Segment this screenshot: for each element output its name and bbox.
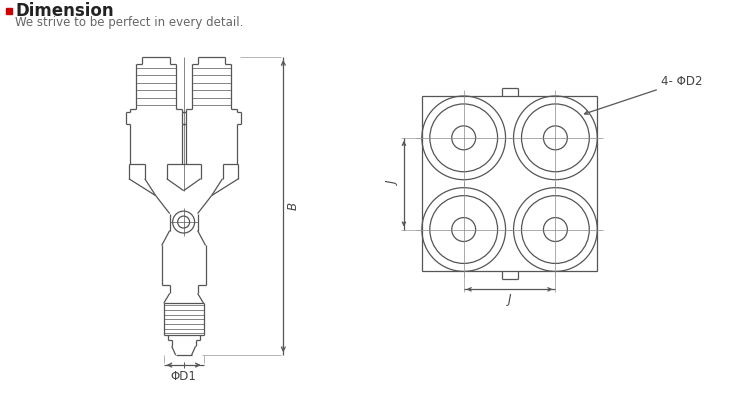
- Text: We strive to be perfect in every detail.: We strive to be perfect in every detail.: [15, 16, 244, 29]
- Bar: [422, 96, 597, 272]
- Text: ΦD1: ΦD1: [171, 370, 196, 383]
- Text: 4- ΦD2: 4- ΦD2: [661, 75, 703, 88]
- Text: Dimension: Dimension: [15, 2, 114, 20]
- Text: J: J: [387, 182, 400, 185]
- Text: J: J: [508, 293, 512, 306]
- Text: B: B: [286, 202, 299, 210]
